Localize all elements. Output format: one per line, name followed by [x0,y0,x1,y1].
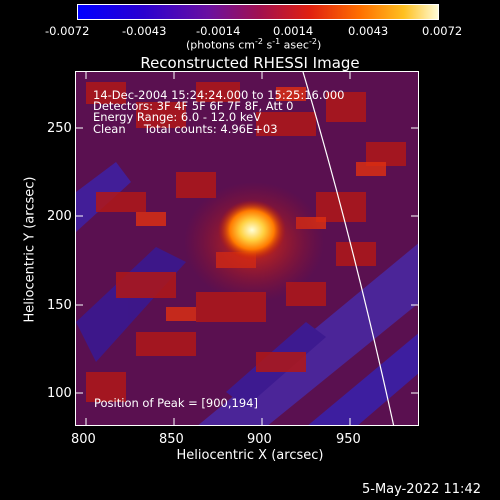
colorbar-tick-label: -0.0043 [122,24,167,38]
y-tick-label: 150 [47,298,72,313]
y-tick-label: 100 [47,386,72,401]
info-energy-range: Energy Range: 6.0 - 12.0 keV [93,110,262,124]
rhessi-image [75,71,419,426]
colorbar-tick-label: -0.0072 [45,24,90,38]
colorbar-tick-label: 0.0043 [348,24,389,38]
colorbar-tick-label: 0.0014 [273,24,314,38]
x-tick-label: 900 [247,432,272,447]
x-tick-label: 800 [71,432,96,447]
peak-position-label: Position of Peak = [900,194] [94,396,258,410]
solar-limb [302,72,395,425]
colorbar [77,4,439,20]
y-axis-label: Heliocentric Y (arcsec) [22,176,38,323]
colorbar-units: (photons cm-2 s-1 asec-2) [186,37,322,52]
x-tick-label: 950 [336,432,361,447]
x-tick-label: 850 [159,432,184,447]
info-clean-counts: Clean Total counts: 4.96E+03 [93,122,278,136]
y-tick-label: 250 [47,121,72,136]
x-axis-label: Heliocentric X (arcsec) [176,448,324,463]
colorbar-gradient [78,5,438,19]
colorbar-tick-label: -0.0014 [196,24,241,38]
info-detectors: Detectors: 3F 4F 5F 6F 7F 8F, Att 0 [93,99,294,113]
info-time-range: 14-Dec-2004 15:24:24.000 to 15:25:16.000 [93,88,345,102]
rhessi-map [76,72,418,425]
colorbar-tick-label: 0.0072 [422,24,463,38]
y-tick-label: 200 [47,209,72,224]
timestamp-label: 5-May-2022 11:42 [362,482,481,497]
peak-source [218,200,286,260]
plot-title: Reconstructed RHESSI Image [140,54,360,72]
